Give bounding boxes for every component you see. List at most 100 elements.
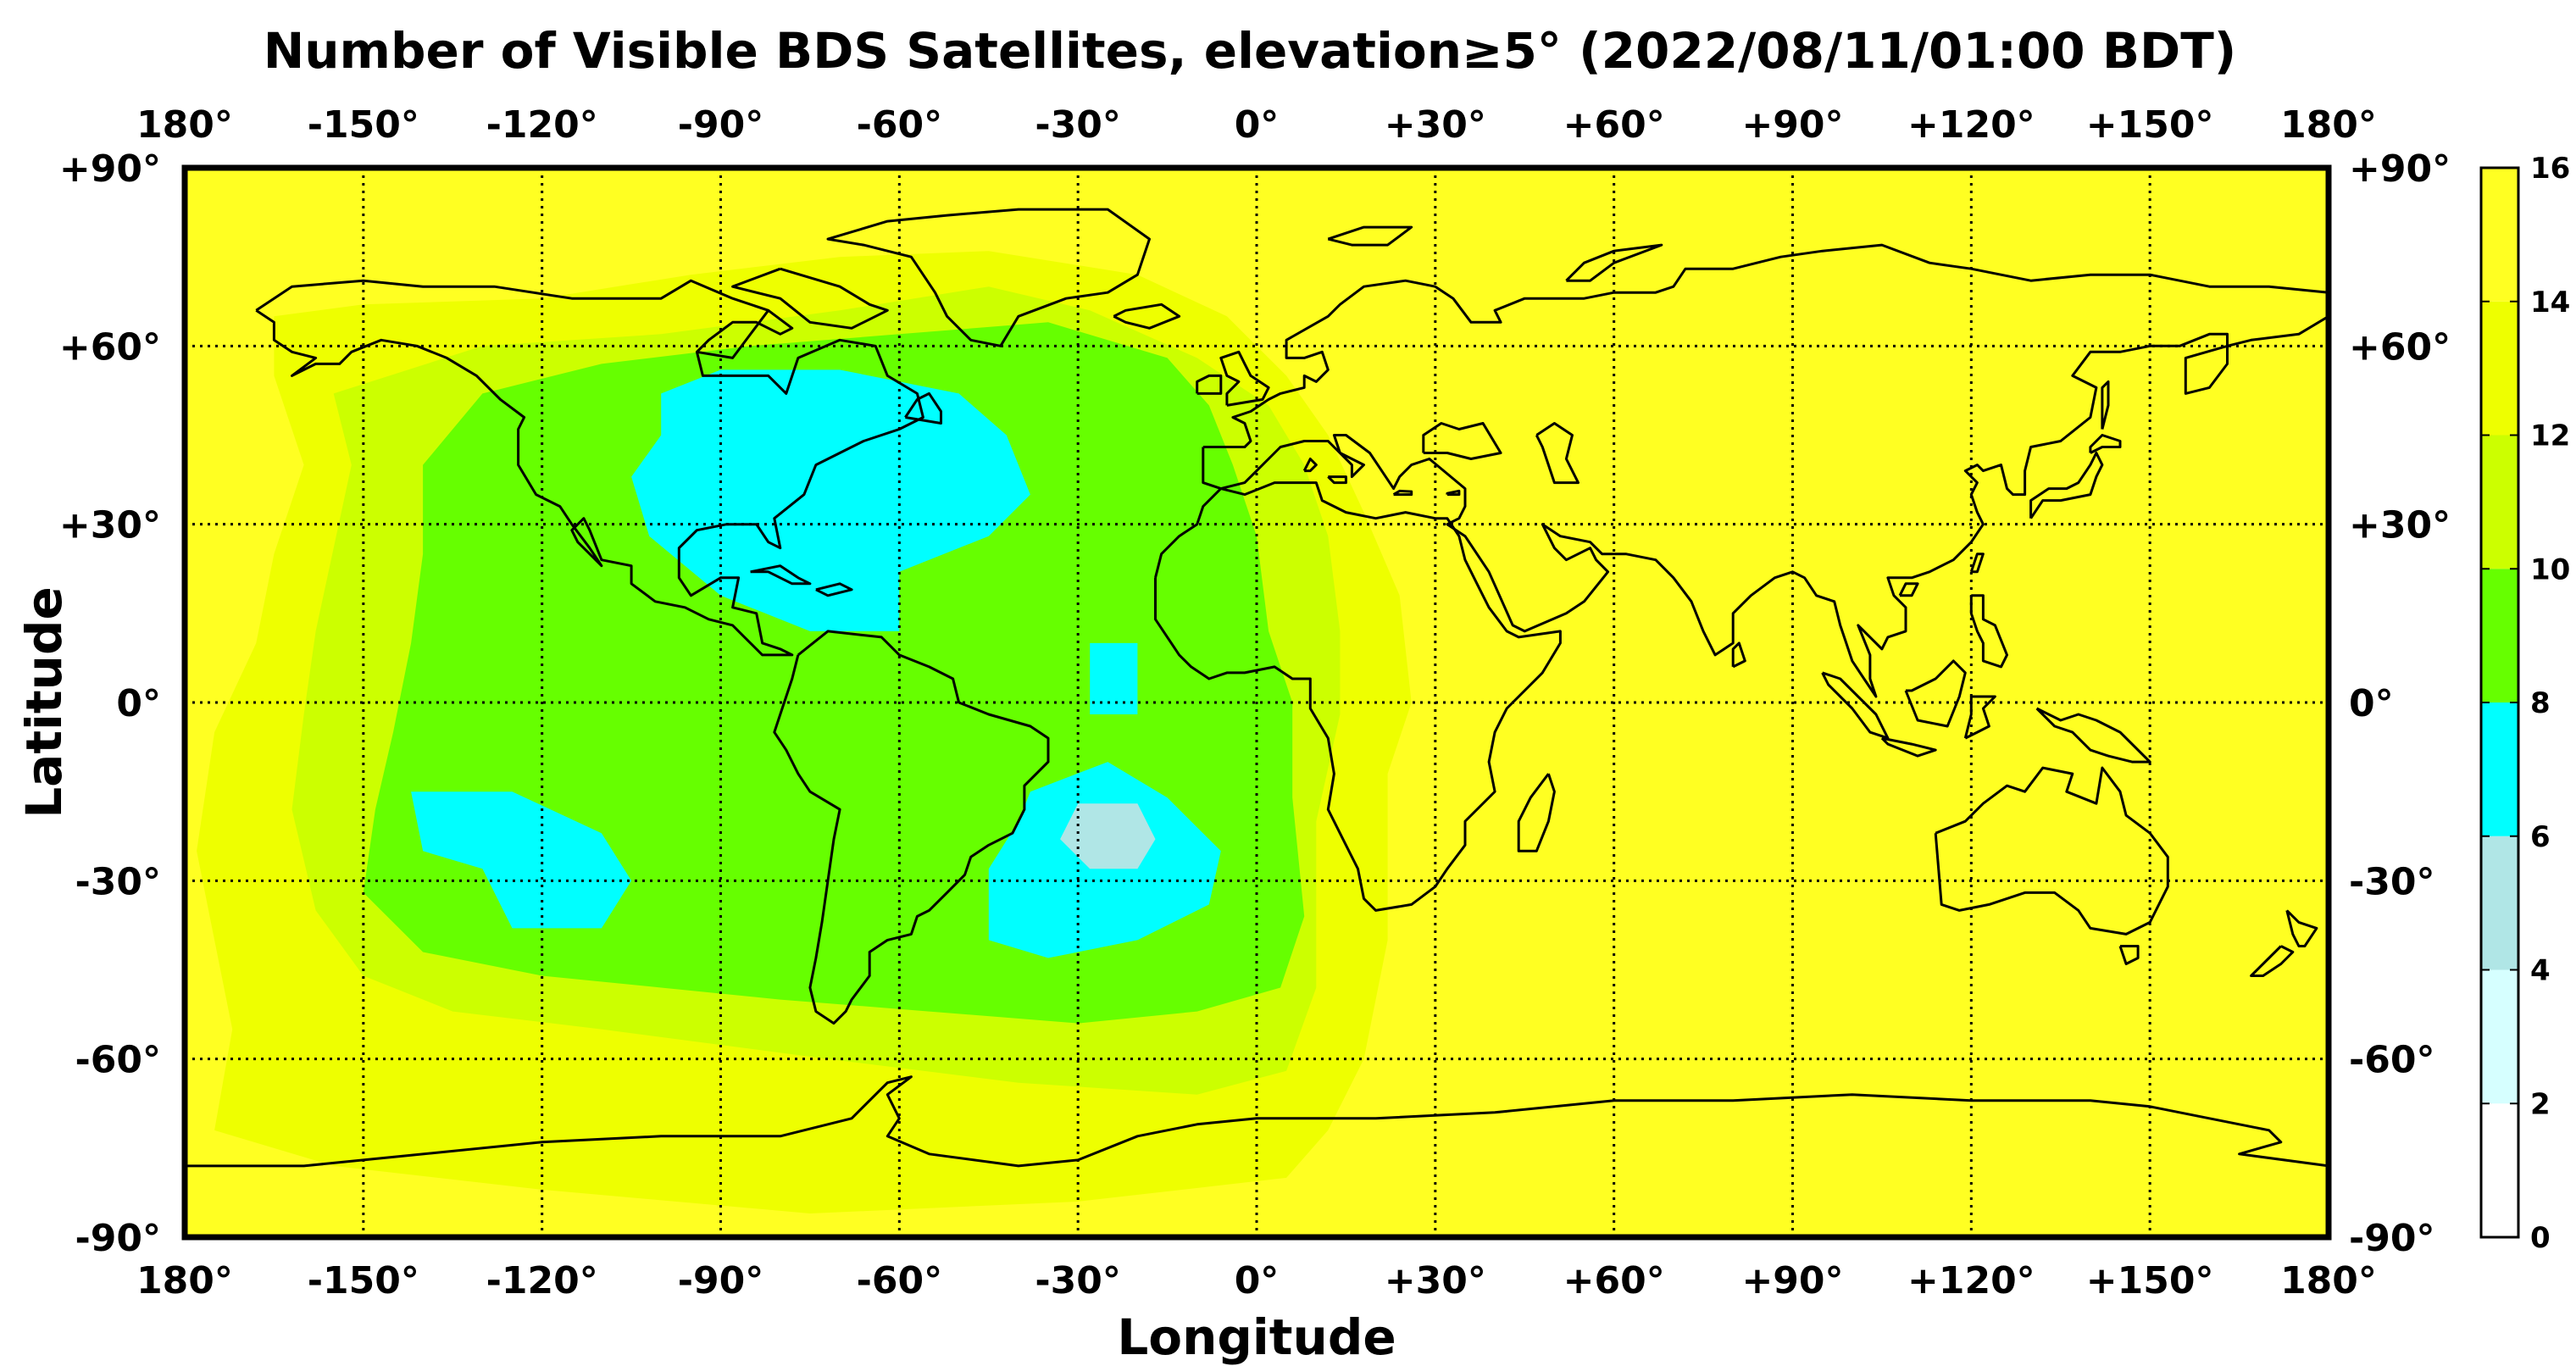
coastline-novaya-zemlya [1565, 243, 1663, 282]
colorbar-tick-label: 14 [2530, 286, 2570, 319]
x-tick-label-bottom: +60° [1563, 1259, 1665, 1302]
coastline-black-sea [1422, 422, 1502, 460]
coverage-region-3 [631, 369, 1030, 631]
coastline-new-guinea [2035, 707, 2151, 764]
coverage-region-4 [1090, 642, 1138, 714]
x-tick-label-bottom: -60° [857, 1259, 943, 1302]
colorbar-bin-7 [2481, 168, 2518, 302]
coastline-north-america [255, 279, 924, 657]
colorbar-bin-0 [2481, 1103, 2518, 1237]
x-tick-label-bottom: -30° [1035, 1259, 1121, 1302]
x-tick-label-top: +150° [2086, 103, 2214, 147]
colorbar-tick-label: 6 [2530, 820, 2551, 854]
colorbar-tick-label: 10 [2530, 553, 2570, 586]
coastline-baffin [731, 267, 889, 330]
y-tick-label-right: -60° [2349, 1039, 2435, 1082]
coastline-sumatra [1821, 671, 1890, 740]
y-tick-label-left: +90° [59, 147, 161, 191]
coastline-eurasia [1202, 243, 2330, 698]
x-tick-label-bottom: 0° [1235, 1259, 1280, 1302]
coastlines [185, 208, 2330, 1168]
coverage-regions [197, 251, 1412, 1214]
x-tick-label-bottom: +90° [1741, 1259, 1843, 1302]
x-tick-label-top: -30° [1035, 103, 1121, 147]
y-tick-label-left: -60° [75, 1039, 162, 1082]
coverage-region-6 [411, 791, 632, 929]
coastline-hainan [1898, 582, 1919, 597]
coastline-japan [2029, 452, 2104, 519]
coverage-region-7 [1060, 803, 1156, 869]
x-tick-label-top: 0° [1235, 103, 1280, 147]
colorbar-bin-5 [2481, 435, 2518, 569]
x-tick-label-bottom: -150° [308, 1259, 419, 1302]
x-tick-label-top: -120° [486, 103, 598, 147]
x-tick-label-top: 180° [2280, 103, 2377, 147]
coastline-crete [1392, 489, 1413, 497]
y-tick-label-left: 0° [116, 682, 161, 725]
coastline-philippines [1969, 594, 2008, 669]
y-ticks-right: +90° +60° +30° 0° -30° -60° -90° [2349, 147, 2451, 1260]
coastline-java [1880, 736, 1937, 758]
coastline-svalbard [1327, 225, 1413, 247]
coastline-hokkaido [2089, 434, 2122, 454]
x-tick-label-top: -150° [308, 103, 419, 147]
map-gridlines [185, 168, 2329, 1237]
x-axis-label: Longitude [1117, 1308, 1396, 1366]
colorbar-bin-6 [2481, 301, 2518, 436]
x-tick-label-bottom: -90° [678, 1259, 764, 1302]
colorbar-tick-label: 12 [2530, 419, 2570, 453]
x-tick-label-bottom: +120° [1907, 1259, 2035, 1302]
x-tick-label-bottom: 180° [2280, 1259, 2377, 1302]
colorbar-tick-label: 4 [2530, 954, 2551, 988]
colorbar-tick-label: 16 [2530, 152, 2570, 186]
coastline-nz-south [2250, 945, 2295, 977]
x-tick-label-bottom: -120° [486, 1259, 598, 1302]
coastline-newfoundland [904, 391, 942, 425]
coastline-hispaniola [815, 582, 853, 597]
colorbar-bin-2 [2481, 836, 2518, 970]
y-tick-label-left: +30° [59, 504, 161, 547]
coastline-sakhalin [2101, 380, 2110, 430]
coastline-greenland [826, 208, 1151, 347]
coastline-sicily [1327, 475, 1347, 485]
coastline-iceland [1113, 303, 1181, 330]
coastline-africa [1154, 481, 1562, 912]
x-tick-label-bottom: +30° [1385, 1259, 1486, 1302]
y-ticks-left: +90° +60° +30° 0° -30° -60° -90° [59, 147, 161, 1260]
x-tick-label-top: +90° [1741, 103, 1843, 147]
coastline-madagascar [1517, 773, 1556, 852]
x-tick-label-top: -60° [857, 103, 943, 147]
colorbar-tick-label: 0 [2530, 1221, 2551, 1255]
x-tick-label-bottom: +150° [2086, 1259, 2214, 1302]
y-tick-label-right: +90° [2349, 147, 2451, 191]
y-tick-label-right: +60° [2349, 325, 2451, 369]
coastline-nz-north [2285, 909, 2318, 947]
x-tick-label-top: 180° [136, 103, 233, 147]
y-tick-label-right: +30° [2349, 504, 2451, 547]
colorbar-bin-4 [2481, 569, 2518, 702]
colorbar-tick-label: 8 [2530, 686, 2551, 720]
colorbar-bin-1 [2481, 969, 2518, 1104]
x-tick-label-bottom: 180° [136, 1259, 233, 1302]
x-ticks-bottom: 180° -150° -120° -90° -60° -30° 0° +30° +60° +90°… [136, 1259, 2377, 1302]
coastline-cuba [750, 564, 812, 586]
map-plot-area [181, 164, 2332, 1241]
y-tick-label-right: -30° [2349, 860, 2435, 903]
map-frame [181, 164, 2332, 1241]
coastline-sri-lanka [1731, 641, 1746, 669]
coastline-cyprus [1446, 489, 1461, 497]
x-ticks-top: 180° -150° -120° -90° -60° -30° 0° +30° +60° +90°… [136, 103, 2377, 147]
coastline-south-america [773, 630, 1050, 1025]
coastline-tasmania [2118, 945, 2140, 965]
y-axis-label: Latitude [15, 586, 73, 819]
colorbar-bin-3 [2481, 702, 2518, 836]
y-tick-label-left: -30° [75, 860, 162, 903]
colorbar-tick-label: 2 [2530, 1087, 2551, 1121]
coastline-sardinia [1302, 458, 1318, 473]
chart-title: Number of Visible BDS Satellites, elevat… [264, 22, 2237, 80]
y-tick-label-left: +60° [59, 325, 161, 369]
coastline-hudson-shore [696, 309, 794, 353]
coastline-caspian [1535, 422, 1579, 485]
x-tick-label-top: +120° [1907, 103, 2035, 147]
